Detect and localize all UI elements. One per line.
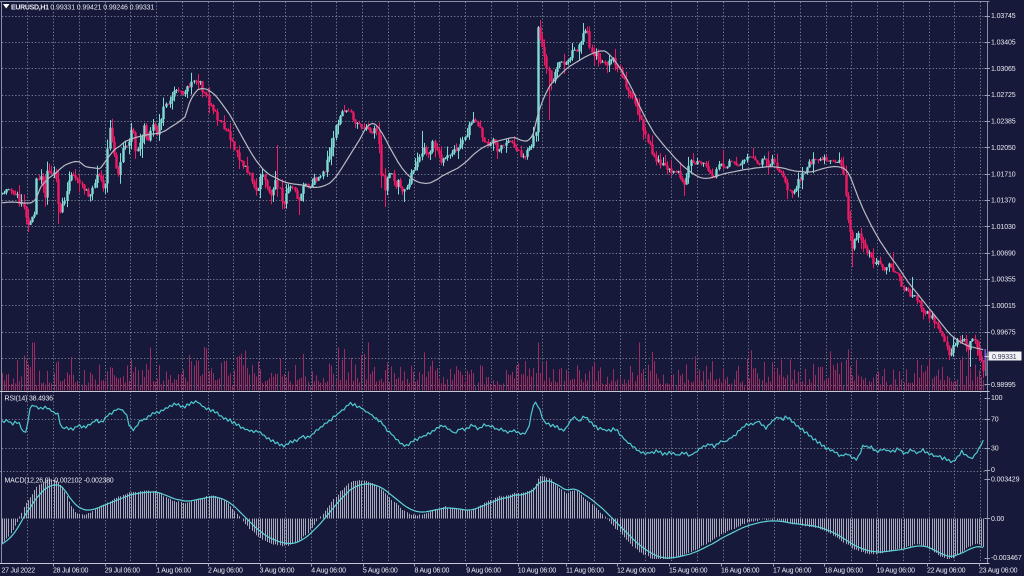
svg-text:1.00355: 1.00355	[991, 277, 1016, 284]
svg-text:4 Aug 06:00: 4 Aug 06:00	[311, 568, 346, 575]
svg-text:1 Aug 06:00: 1 Aug 06:00	[156, 568, 191, 575]
svg-text:0.003429: 0.003429	[991, 476, 1020, 483]
svg-text:29 Jul 06:00: 29 Jul 06:00	[105, 568, 140, 575]
svg-text:5 Aug 06:00: 5 Aug 06:00	[363, 568, 398, 575]
svg-text:1.01370: 1.01370	[991, 198, 1016, 205]
svg-text:23 Aug 06:00: 23 Aug 06:00	[979, 568, 1018, 575]
svg-text:0.99675: 0.99675	[991, 329, 1016, 336]
svg-text:1.03405: 1.03405	[991, 40, 1016, 47]
svg-text:1.00690: 1.00690	[991, 250, 1016, 257]
svg-text:9 Aug 06:00: 9 Aug 06:00	[466, 568, 501, 575]
svg-text:1.02385: 1.02385	[991, 119, 1016, 126]
svg-text:11 Aug 06:00: 11 Aug 06:00	[566, 568, 604, 575]
svg-text:EURUSD,H1: EURUSD,H1	[11, 4, 49, 11]
svg-text:1.02050: 1.02050	[991, 145, 1016, 152]
svg-text:0.99421: 0.99421	[77, 4, 102, 11]
svg-text:70: 70	[991, 417, 999, 424]
svg-text:2 Aug 06:00: 2 Aug 06:00	[208, 568, 243, 575]
svg-text:0.99331: 0.99331	[130, 4, 155, 11]
svg-text:8 Aug 06:00: 8 Aug 06:00	[415, 568, 450, 575]
svg-text:15 Aug 06:00: 15 Aug 06:00	[669, 568, 708, 575]
svg-text:0.98995: 0.98995	[991, 382, 1016, 389]
svg-text:18 Aug 06:00: 18 Aug 06:00	[825, 568, 864, 575]
svg-text:100: 100	[991, 395, 1003, 402]
svg-text:0.99331: 0.99331	[50, 4, 75, 11]
svg-text:MACD(12,26,9) -0.002102 -0.002: MACD(12,26,9) -0.002102 -0.002380	[5, 478, 114, 485]
svg-text:-0.003467: -0.003467	[991, 555, 1022, 562]
svg-text:28 Jul 06:00: 28 Jul 06:00	[53, 568, 88, 575]
svg-text:12 Aug 06:00: 12 Aug 06:00	[617, 568, 656, 575]
svg-text:RSI(14) 38.4936: RSI(14) 38.4936	[5, 396, 54, 403]
svg-text:16 Aug 06:00: 16 Aug 06:00	[721, 568, 760, 575]
svg-text:22 Aug 06:00: 22 Aug 06:00	[927, 568, 966, 575]
svg-text:0.99246: 0.99246	[103, 4, 128, 11]
svg-text:1.01030: 1.01030	[991, 224, 1016, 231]
svg-text:0.00: 0.00	[991, 516, 1004, 523]
svg-text:1.02725: 1.02725	[991, 92, 1016, 99]
svg-text:10 Aug 06:00: 10 Aug 06:00	[518, 568, 557, 575]
svg-text:3 Aug 06:00: 3 Aug 06:00	[260, 568, 295, 575]
svg-text:19 Aug 06:00: 19 Aug 06:00	[877, 568, 916, 575]
svg-text:0.99331: 0.99331	[992, 354, 1017, 361]
svg-text:1.00015: 1.00015	[991, 303, 1016, 310]
svg-text:1.01710: 1.01710	[991, 171, 1016, 178]
svg-text:30: 30	[991, 446, 999, 453]
svg-text:17 Aug 06:00: 17 Aug 06:00	[773, 568, 812, 575]
svg-text:1.03745: 1.03745	[991, 13, 1016, 20]
svg-text:27 Jul 2022: 27 Jul 2022	[2, 568, 36, 575]
svg-text:0: 0	[991, 467, 995, 474]
svg-text:1.03065: 1.03065	[991, 66, 1016, 73]
